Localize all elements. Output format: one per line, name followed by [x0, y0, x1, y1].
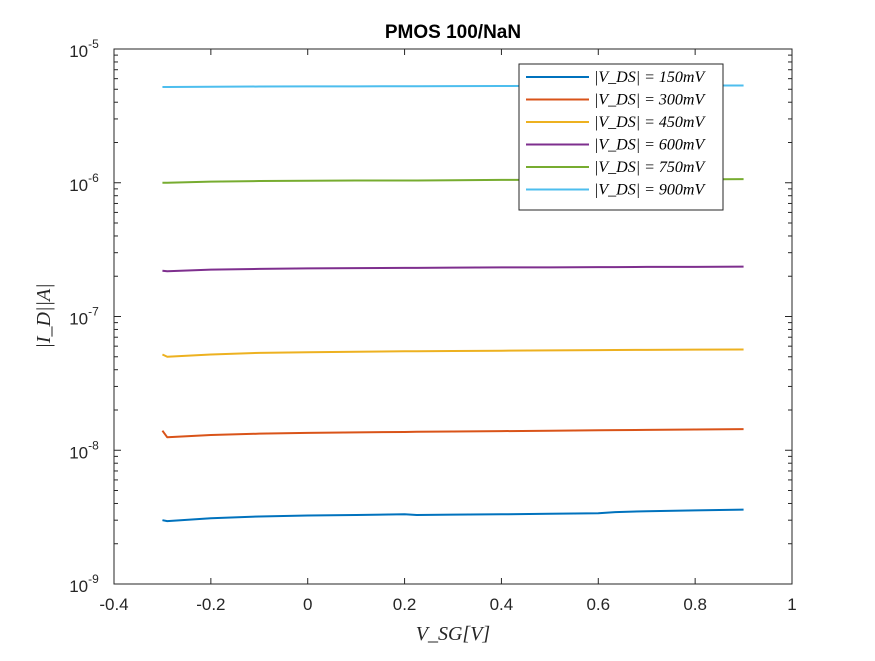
- x-tick-label: 0: [303, 595, 312, 614]
- legend-label-2: |V_DS| = 300mV: [594, 92, 706, 109]
- x-axis-label: V_SG[V]: [416, 623, 490, 645]
- y-tick-label: 10-8: [69, 438, 99, 462]
- legend-label-1: |V_DS| = 150mV: [594, 69, 706, 86]
- legend-label-5: |V_DS| = 750mV: [594, 159, 706, 176]
- x-tick-label: -0.4: [99, 595, 128, 614]
- x-tick-label: 0.6: [586, 595, 610, 614]
- x-tick-label: 0.2: [393, 595, 417, 614]
- x-tick-label: 0.4: [490, 595, 514, 614]
- series-line-1: [162, 508, 744, 523]
- y-ticks: 10-9 10-8 10-7 10-6 10-5: [69, 37, 792, 596]
- y-tick-label: 10-6: [69, 171, 99, 195]
- y-axis-label: |I_D||A|: [33, 283, 55, 348]
- legend: |V_DS| = 150mV |V_DS| = 300mV |V_DS| = 450…: [518, 63, 724, 211]
- series-line-4: [162, 265, 744, 273]
- y-tick-label: 10-7: [69, 305, 99, 329]
- y-tick-label: 10-5: [69, 37, 99, 61]
- chart-title: PMOS 100/NaN: [385, 22, 521, 43]
- y-tick-label: 10-9: [69, 572, 99, 596]
- series-line-3: [162, 348, 744, 358]
- legend-label-3: |V_DS| = 450mV: [594, 114, 706, 131]
- legend-label-6: |V_DS| = 900mV: [594, 182, 706, 199]
- x-tick-label: 0.8: [683, 595, 707, 614]
- legend-box: [518, 63, 724, 211]
- x-tick-label: -0.2: [196, 595, 225, 614]
- x-tick-label: 1: [787, 595, 796, 614]
- series-line-2: [161, 428, 744, 439]
- x-ticks: -0.4 -0.2 0 0.2 0.4 0.6 0.8 1: [99, 49, 797, 614]
- legend-label-4: |V_DS| = 600mV: [594, 137, 706, 154]
